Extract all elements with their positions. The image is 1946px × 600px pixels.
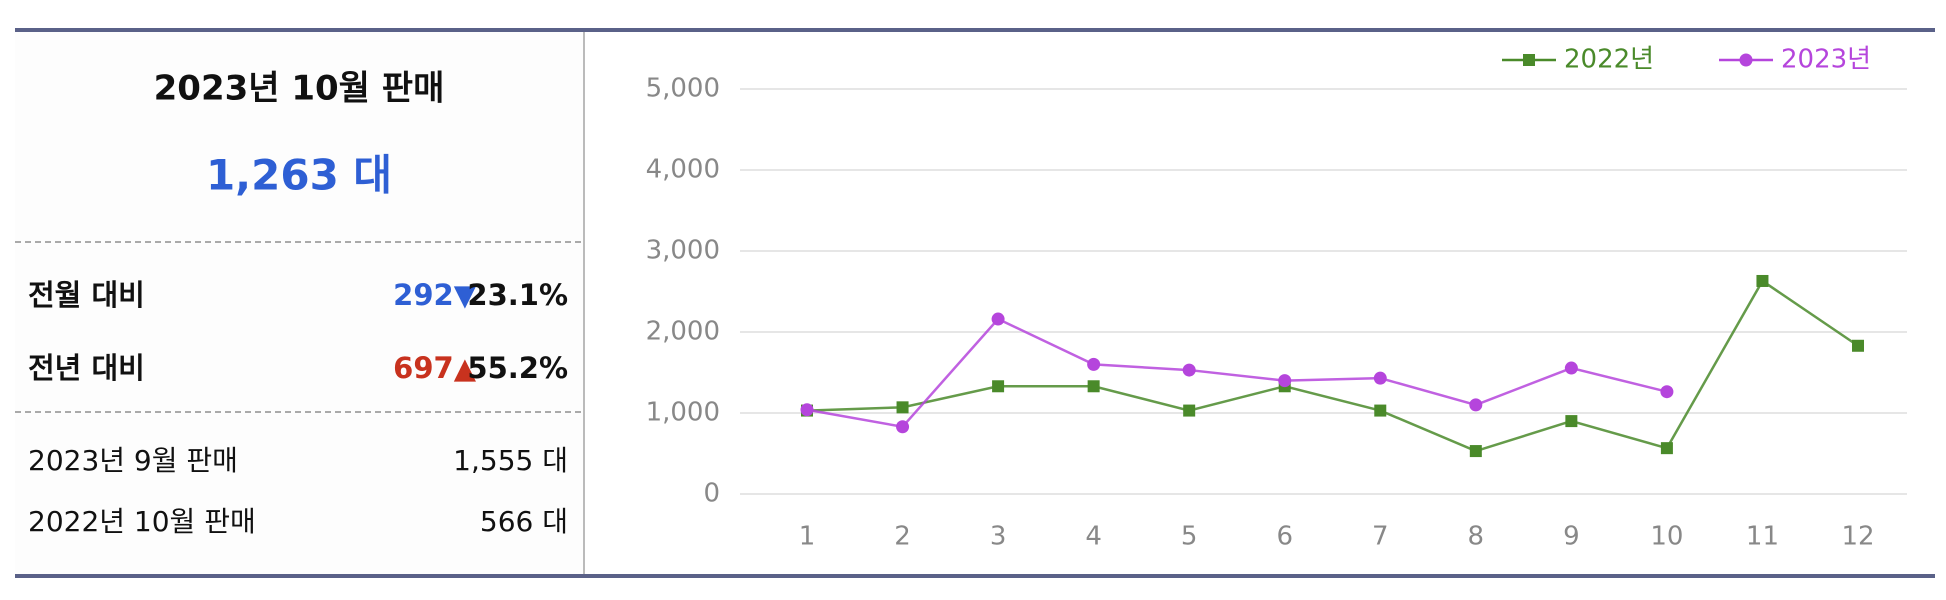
x-tick-label: 4 — [1085, 522, 1102, 552]
y-tick-label: 3,000 — [646, 236, 720, 266]
detail-label: 2023년 9월 판매 — [28, 444, 238, 477]
point — [896, 401, 909, 414]
point — [1373, 371, 1387, 385]
row-percent: 23.1% — [467, 278, 568, 312]
point — [1660, 385, 1674, 399]
x-tick-label: 7 — [1372, 522, 1389, 552]
point — [800, 403, 814, 417]
point — [896, 420, 910, 434]
legend-label: 2022년 — [1564, 45, 1654, 75]
detail-value: 566 대 — [480, 505, 568, 538]
detail-label: 2022년 10월 판매 — [28, 505, 256, 538]
y-tick-label: 0 — [703, 479, 720, 509]
point — [1852, 339, 1864, 352]
summary-panel — [15, 30, 583, 576]
x-tick-label: 8 — [1468, 522, 1485, 552]
row-percent: 55.2% — [467, 351, 568, 385]
legend-marker — [1523, 54, 1535, 66]
point — [1660, 442, 1673, 455]
y-tick-label: 5,000 — [646, 74, 720, 104]
row-label: 전월 대비 — [28, 278, 145, 312]
y-tick-label: 2,000 — [646, 317, 720, 347]
x-tick-label: 3 — [990, 522, 1007, 552]
point — [1278, 374, 1292, 388]
point — [991, 312, 1005, 326]
x-tick-label: 11 — [1746, 522, 1779, 552]
row-change: 292▼ — [393, 278, 477, 312]
point — [1183, 404, 1196, 417]
legend-label: 2023년 — [1781, 45, 1871, 75]
legend-marker — [1739, 53, 1753, 67]
series-line — [806, 279, 1859, 453]
point — [1756, 274, 1769, 287]
point — [1182, 363, 1196, 377]
detail-value: 1,555 대 — [453, 444, 568, 477]
summary-total: 1,263 대 — [206, 151, 392, 200]
x-tick-label: 1 — [799, 522, 816, 552]
y-tick-label: 4,000 — [646, 155, 720, 185]
y-tick-label: 1,000 — [646, 398, 720, 428]
point — [1469, 445, 1482, 458]
x-tick-label: 10 — [1650, 522, 1683, 552]
x-tick-label: 5 — [1181, 522, 1198, 552]
summary-title: 2023년 10월 판매 — [154, 69, 445, 109]
x-tick-label: 9 — [1563, 522, 1580, 552]
row-label: 전년 대비 — [28, 351, 145, 385]
x-tick-label: 6 — [1276, 522, 1293, 552]
row-change: 697▲ — [393, 351, 477, 385]
point — [1374, 404, 1387, 417]
series-line — [806, 317, 1668, 429]
point — [1087, 380, 1100, 393]
point — [1564, 361, 1578, 375]
point — [1087, 357, 1101, 371]
x-tick-label: 2 — [894, 522, 911, 552]
x-tick-label: 12 — [1841, 522, 1874, 552]
point — [1565, 415, 1578, 428]
point — [1469, 398, 1483, 412]
point — [992, 380, 1005, 393]
